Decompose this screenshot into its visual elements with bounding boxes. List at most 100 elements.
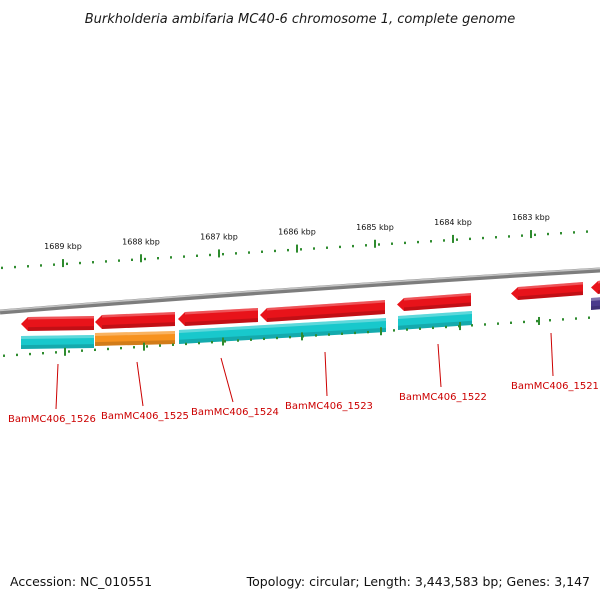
scale-dot xyxy=(547,232,549,236)
scale-dot xyxy=(573,231,575,234)
lower-dot xyxy=(549,319,551,322)
lower-tick xyxy=(538,316,540,325)
scale-dot xyxy=(430,240,432,243)
gene-label[interactable]: BamMC406_1526 xyxy=(8,414,96,425)
lower-dot xyxy=(185,342,187,346)
gene-arrow-1524[interactable] xyxy=(178,308,258,326)
lower-dot xyxy=(341,332,343,335)
lower-dot xyxy=(510,321,512,324)
scale-dot xyxy=(196,254,198,257)
scale-label: 1685 kbp xyxy=(356,223,394,232)
lower-tick xyxy=(301,332,303,341)
scale-dot xyxy=(300,248,302,251)
gene-leader-line xyxy=(55,363,59,410)
gene-band-offscreen[interactable] xyxy=(591,297,600,310)
lower-dot xyxy=(315,334,317,337)
gene-band-1525[interactable] xyxy=(95,331,175,346)
scale-major-tick xyxy=(140,254,142,263)
lower-tick xyxy=(459,322,461,331)
lower-tick xyxy=(143,342,145,351)
lower-dot xyxy=(159,344,161,347)
scale-dot xyxy=(170,256,172,259)
scale-dot xyxy=(157,257,159,260)
scale-dot xyxy=(534,233,536,237)
scale-dot xyxy=(209,253,211,257)
scale-dot xyxy=(274,249,276,253)
gene-label[interactable]: BamMC406_1523 xyxy=(285,401,373,412)
scale-label: 1687 kbp xyxy=(200,232,238,241)
scale-major-tick xyxy=(452,234,454,243)
lower-dot xyxy=(68,350,70,353)
scale-dot xyxy=(378,243,380,246)
scale-dot xyxy=(313,247,315,250)
scale-dot xyxy=(287,248,289,252)
gene-features xyxy=(21,280,600,349)
scale-dot xyxy=(131,258,133,262)
scale-dot xyxy=(105,260,107,263)
gene-label[interactable]: BamMC406_1524 xyxy=(191,407,279,418)
gene-leader-line xyxy=(437,343,442,388)
gene-arrow-1522[interactable] xyxy=(397,293,471,311)
gene-leader-line xyxy=(324,351,328,397)
gene-arrow-1525[interactable] xyxy=(95,312,175,329)
gene-arrow-1523[interactable] xyxy=(260,300,385,322)
lower-dot xyxy=(263,337,265,341)
lower-dot xyxy=(588,316,590,319)
scale-dot xyxy=(144,257,146,261)
lower-dot xyxy=(484,323,486,326)
gene-arrow-offscreen[interactable] xyxy=(591,280,600,294)
chromosome-backbone xyxy=(0,267,600,315)
scale-major-tick xyxy=(62,259,64,268)
lower-dot xyxy=(406,328,408,331)
lower-dot xyxy=(55,351,57,354)
lower-dot xyxy=(276,336,278,340)
lower-dot xyxy=(29,352,31,356)
gene-band-1524-1523[interactable] xyxy=(179,318,386,344)
scale-dot xyxy=(586,230,588,233)
scale-dot xyxy=(248,251,250,254)
lower-dot xyxy=(81,349,83,352)
scale-dot xyxy=(365,244,367,247)
lower-dot xyxy=(211,341,213,344)
accession-text: Accession: NC_010551 xyxy=(10,574,152,589)
lower-dot xyxy=(94,348,96,352)
scale-dot xyxy=(40,264,42,267)
scale-dot xyxy=(14,265,16,269)
lower-tick xyxy=(64,347,66,356)
lower-dot xyxy=(575,317,577,320)
lower-dot xyxy=(471,324,473,327)
lower-tick xyxy=(380,327,382,336)
lower-tick xyxy=(222,337,224,346)
gene-arrow-1526[interactable] xyxy=(21,316,94,331)
gene-label[interactable]: BamMC406_1522 xyxy=(399,392,487,403)
kbp-scale-labels: 1689 kbp 1688 kbp 1687 kbp 1686 kbp 1685 kbp… xyxy=(44,213,550,251)
lower-dot xyxy=(536,319,538,323)
gene-leader-line xyxy=(136,361,144,407)
scale-dot xyxy=(443,239,445,242)
lower-dot xyxy=(224,340,226,343)
map-title: Burkholderia ambifaria MC40-6 chromosome… xyxy=(85,12,515,27)
scale-dot xyxy=(352,244,354,248)
lower-dot xyxy=(523,320,525,324)
scale-dot xyxy=(1,266,3,270)
lower-dot xyxy=(120,346,122,350)
lower-dot xyxy=(133,346,135,349)
lower-dot xyxy=(250,338,252,341)
lower-dot xyxy=(237,339,239,342)
gene-leader-line xyxy=(220,357,234,403)
gene-arrow-1521[interactable] xyxy=(511,282,583,300)
gene-label[interactable]: BamMC406_1521 xyxy=(511,381,599,392)
scale-major-tick xyxy=(218,249,220,258)
gene-label[interactable]: BamMC406_1525 xyxy=(101,411,189,422)
scale-dot xyxy=(27,265,29,268)
lower-dot xyxy=(432,326,434,330)
lower-dot xyxy=(146,345,148,348)
gene-band-1522[interactable] xyxy=(398,311,472,330)
scale-dot xyxy=(222,252,224,256)
lower-dot xyxy=(16,353,18,357)
kbp-scale-track xyxy=(1,230,588,270)
gene-band-1526[interactable] xyxy=(21,335,94,349)
scale-dot xyxy=(417,240,419,244)
lower-dot xyxy=(198,341,200,345)
scale-major-tick xyxy=(374,239,376,248)
